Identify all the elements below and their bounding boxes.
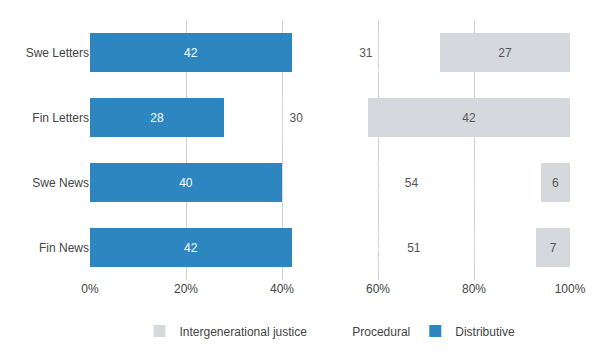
svg-text:40: 40 (179, 176, 193, 190)
svg-text:30: 30 (290, 111, 304, 125)
svg-text:28: 28 (150, 111, 164, 125)
svg-text:60%: 60% (366, 282, 390, 296)
svg-text:80%: 80% (462, 282, 486, 296)
svg-text:40%: 40% (270, 282, 294, 296)
svg-text:Swe News: Swe News (32, 176, 89, 190)
svg-text:Fin Letters: Fin Letters (32, 111, 89, 125)
svg-text:Procedural: Procedural (352, 325, 410, 339)
svg-text:Distributive: Distributive (455, 325, 515, 339)
svg-text:100%: 100% (555, 282, 586, 296)
svg-text:42: 42 (184, 46, 198, 60)
svg-text:42: 42 (462, 111, 476, 125)
svg-text:54: 54 (405, 176, 419, 190)
svg-text:Fin News: Fin News (39, 241, 89, 255)
svg-text:0%: 0% (81, 282, 99, 296)
svg-text:27: 27 (498, 46, 512, 60)
svg-text:20%: 20% (174, 282, 198, 296)
svg-text:Intergenerational justice: Intergenerational justice (180, 325, 308, 339)
svg-text:7: 7 (550, 241, 557, 255)
svg-text:51: 51 (407, 241, 421, 255)
svg-text:Swe Letters: Swe Letters (26, 46, 89, 60)
svg-text:6: 6 (552, 176, 559, 190)
svg-text:42: 42 (184, 241, 198, 255)
svg-text:31: 31 (359, 46, 373, 60)
